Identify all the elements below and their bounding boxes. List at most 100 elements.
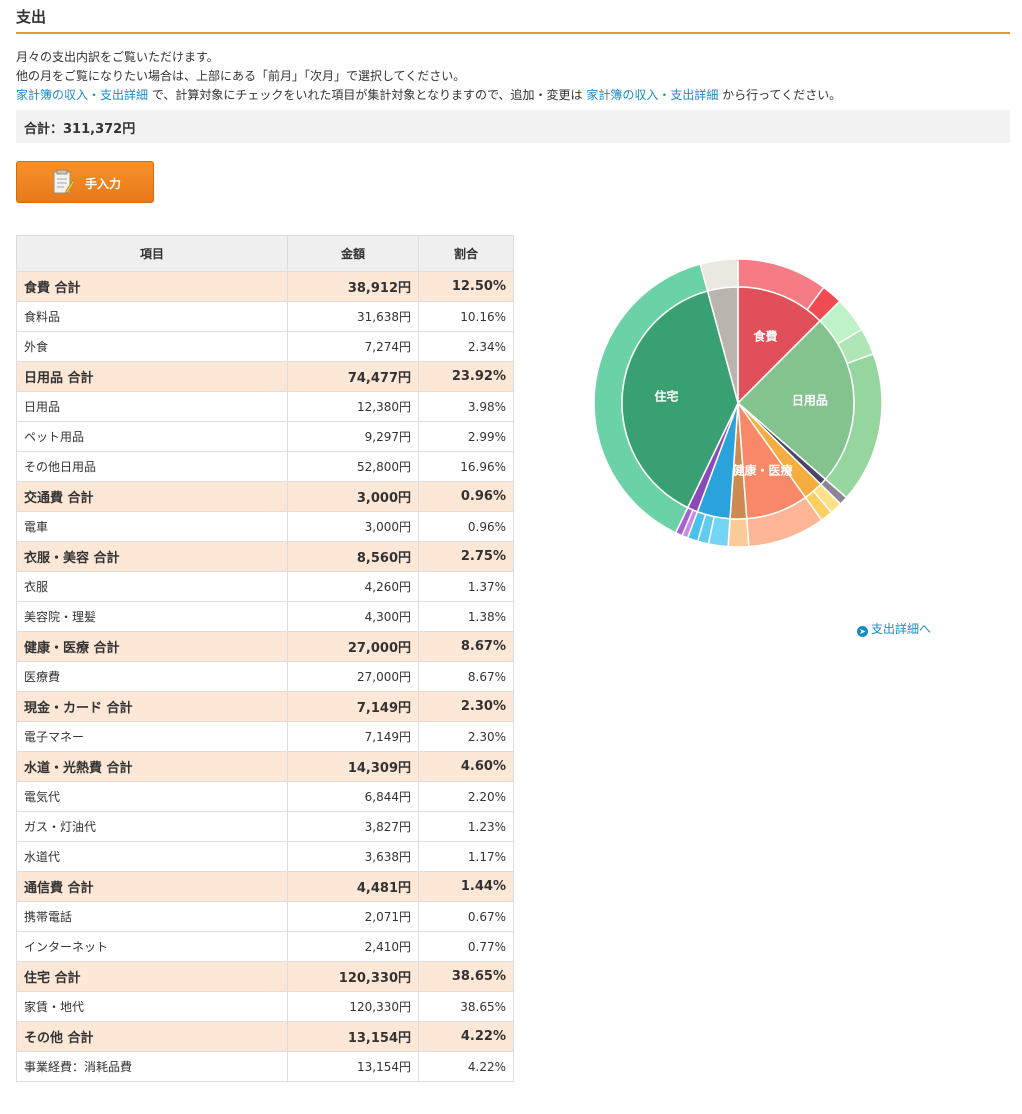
- amount-cell: 31,638円: [287, 301, 419, 332]
- item-name-cell: 住宅 合計: [16, 961, 288, 992]
- column-header-amount: 金額: [287, 235, 419, 272]
- category-total-row: 日用品 合計 74,477円 23.92%: [16, 361, 514, 392]
- item-name-cell: 交通費 合計: [16, 481, 288, 512]
- table-row: 電気代 6,844円 2.20%: [16, 781, 514, 812]
- amount-cell: 4,260円: [287, 571, 419, 602]
- category-total-row: 食費 合計 38,912円 12.50%: [16, 271, 514, 302]
- category-total-row: 水道・光熱費 合計 14,309円 4.60%: [16, 751, 514, 782]
- amount-cell: 4,300円: [287, 601, 419, 632]
- amount-cell: 7,149円: [287, 691, 419, 722]
- income-expense-detail-link-1[interactable]: 家計簿の収入・支出詳細: [16, 88, 149, 102]
- item-name-cell: 家賃・地代: [16, 991, 288, 1022]
- amount-cell: 14,309円: [287, 751, 419, 782]
- intro-text: 月々の支出内訳をご覧いただけます。 他の月をご覧になりたい場合は、上部にある「前…: [16, 48, 1010, 105]
- amount-cell: 3,638円: [287, 841, 419, 872]
- table-row: 携帯電話 2,071円 0.67%: [16, 901, 514, 932]
- percent-cell: 23.92%: [418, 361, 514, 392]
- percent-cell: 1.44%: [418, 871, 514, 902]
- table-row: 医療費 27,000円 8.67%: [16, 661, 514, 692]
- pie-slice-label: 日用品: [792, 394, 828, 408]
- item-name-cell: その他 合計: [16, 1021, 288, 1052]
- item-name-cell: 食費 合計: [16, 271, 288, 302]
- percent-cell: 12.50%: [418, 271, 514, 302]
- percent-cell: 0.67%: [418, 901, 514, 932]
- item-name-cell: 電子マネー: [16, 721, 288, 752]
- pie-slice-label: 住宅: [654, 388, 678, 403]
- expense-detail-link[interactable]: ➤ 支出詳細へ: [857, 620, 931, 637]
- item-name-cell: 携帯電話: [16, 901, 288, 932]
- item-name-cell: 電車: [16, 511, 288, 542]
- item-name-cell: その他日用品: [16, 451, 288, 482]
- item-name-cell: 健康・医療 合計: [16, 631, 288, 662]
- item-name-cell: ペット用品: [16, 421, 288, 452]
- table-header-row: 項目 金額 割合: [16, 235, 514, 272]
- item-name-cell: 外食: [16, 331, 288, 362]
- table-row: その他日用品 52,800円 16.96%: [16, 451, 514, 482]
- manual-entry-label: 手入力: [85, 177, 122, 191]
- amount-cell: 7,274円: [287, 331, 419, 362]
- amount-cell: 13,154円: [287, 1051, 419, 1082]
- amount-cell: 4,481円: [287, 871, 419, 902]
- notepad-pencil-icon: [53, 169, 75, 195]
- table-row: 美容院・理髪 4,300円 1.38%: [16, 601, 514, 632]
- item-name-cell: インターネット: [16, 931, 288, 962]
- item-name-cell: 日用品 合計: [16, 361, 288, 392]
- intro-line-2: 他の月をご覧になりたい場合は、上部にある「前月」「次月」で選択してください。: [16, 69, 466, 83]
- item-name-cell: 衣服: [16, 571, 288, 602]
- table-row: 外食 7,274円 2.34%: [16, 331, 514, 362]
- table-row: ペット用品 9,297円 2.99%: [16, 421, 514, 452]
- amount-cell: 8,560円: [287, 541, 419, 572]
- item-name-cell: 日用品: [16, 391, 288, 422]
- percent-cell: 1.17%: [418, 841, 514, 872]
- table-row: 家賃・地代 120,330円 38.65%: [16, 991, 514, 1022]
- inner-pie-slice: [736, 319, 855, 481]
- table-row: ガス・灯油代 3,827円 1.23%: [16, 811, 514, 842]
- table-row: 食料品 31,638円 10.16%: [16, 301, 514, 332]
- percent-cell: 2.34%: [418, 331, 514, 362]
- table-row: 水道代 3,638円 1.17%: [16, 841, 514, 872]
- inner-pie-slice: [737, 286, 822, 405]
- percent-cell: 2.30%: [418, 691, 514, 722]
- amount-cell: 9,297円: [287, 421, 419, 452]
- amount-cell: 27,000円: [287, 631, 419, 662]
- item-name-cell: 水道代: [16, 841, 288, 872]
- table-row: インターネット 2,410円 0.77%: [16, 931, 514, 962]
- item-name-cell: ガス・灯油代: [16, 811, 288, 842]
- amount-cell: 6,844円: [287, 781, 419, 812]
- amount-cell: 13,154円: [287, 1021, 419, 1052]
- column-header-item: 項目: [16, 235, 288, 272]
- category-total-row: 健康・医療 合計 27,000円 8.67%: [16, 631, 514, 662]
- amount-cell: 120,330円: [287, 961, 419, 992]
- amount-cell: 3,000円: [287, 511, 419, 542]
- percent-cell: 8.67%: [418, 661, 514, 692]
- total-bar: 合計：311,372円: [16, 110, 1010, 143]
- item-name-cell: 食料品: [16, 301, 288, 332]
- manual-entry-button[interactable]: 手入力: [16, 161, 154, 203]
- percent-cell: 38.65%: [418, 991, 514, 1022]
- pie-slice-label: 健康・医療: [733, 463, 793, 478]
- percent-cell: 16.96%: [418, 451, 514, 482]
- intro-line-3-end: から行ってください。: [718, 88, 842, 102]
- outer-ring-slice: [699, 258, 739, 292]
- category-total-row: 通信費 合計 4,481円 1.44%: [16, 871, 514, 902]
- item-name-cell: 事業経費：消耗品費: [16, 1051, 288, 1082]
- category-total-row: 衣服・美容 合計 8,560円 2.75%: [16, 541, 514, 572]
- intro-line-1: 月々の支出内訳をご覧いただけます。: [16, 50, 219, 64]
- arrow-circle-right-icon: ➤: [857, 626, 868, 637]
- item-name-cell: 電気代: [16, 781, 288, 812]
- table-row: 事業経費：消耗品費 13,154円 4.22%: [16, 1051, 514, 1082]
- category-total-row: 交通費 合計 3,000円 0.96%: [16, 481, 514, 512]
- section-header: 支出: [16, 0, 1010, 34]
- pie-slice-label: 食費: [753, 329, 778, 344]
- percent-cell: 4.22%: [418, 1021, 514, 1052]
- income-expense-detail-link-2[interactable]: 家計簿の収入・支出詳細: [586, 88, 719, 102]
- item-name-cell: 美容院・理髪: [16, 601, 288, 632]
- amount-cell: 27,000円: [287, 661, 419, 692]
- amount-cell: 2,071円: [287, 901, 419, 932]
- amount-cell: 52,800円: [287, 451, 419, 482]
- table-row: 日用品 12,380円 3.98%: [16, 391, 514, 422]
- amount-cell: 38,912円: [287, 271, 419, 302]
- table-row: 衣服 4,260円 1.37%: [16, 571, 514, 602]
- category-total-row: その他 合計 13,154円 4.22%: [16, 1021, 514, 1052]
